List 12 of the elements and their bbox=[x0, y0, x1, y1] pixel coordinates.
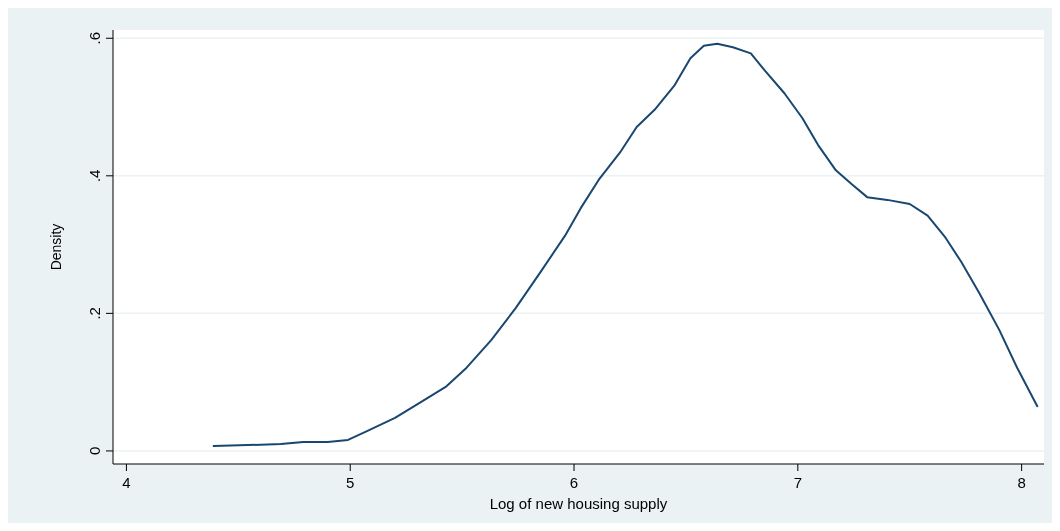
line-series bbox=[212, 42, 1039, 448]
x-tick-label: 6 bbox=[569, 474, 579, 491]
y-axis-title: Density bbox=[48, 223, 64, 271]
x-tick-label: 8 bbox=[1017, 474, 1026, 491]
y-tick-label: .6 bbox=[86, 32, 103, 45]
y-tick-label: 0 bbox=[86, 446, 103, 456]
y-tick-label: .4 bbox=[86, 169, 103, 183]
x-axis-title: Log of new housing supply bbox=[489, 495, 668, 512]
x-tick-label: 7 bbox=[793, 474, 802, 491]
y-tick-label: .2 bbox=[86, 307, 103, 320]
x-tick-label: 5 bbox=[346, 474, 355, 491]
x-tick-label: 4 bbox=[122, 474, 131, 491]
